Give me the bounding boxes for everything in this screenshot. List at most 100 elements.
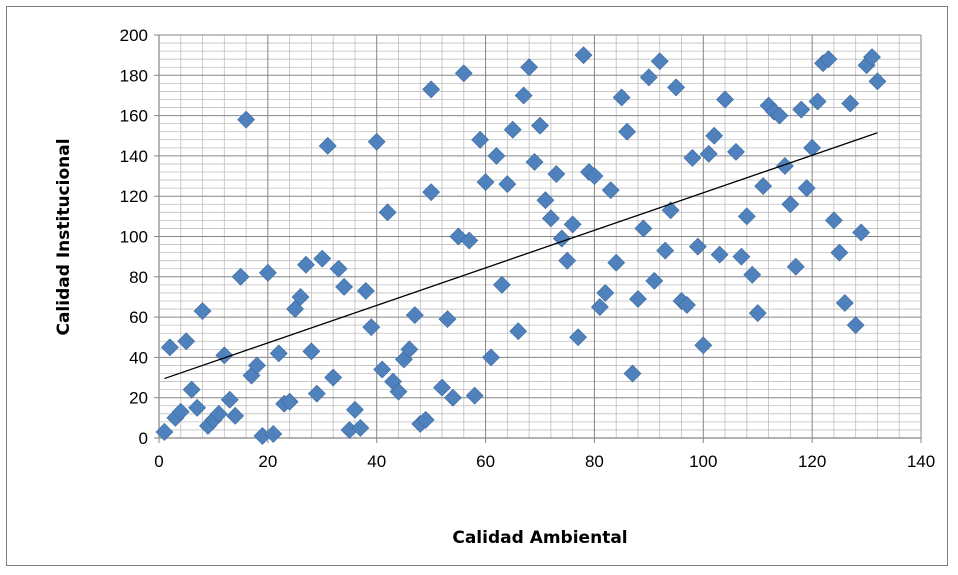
data-point (509, 322, 528, 341)
data-point (307, 384, 326, 403)
axes (154, 34, 922, 443)
data-point (487, 146, 506, 165)
data-point (803, 138, 822, 157)
trendline-group (164, 132, 878, 380)
data-point (220, 390, 239, 409)
y-tick-label: 160 (120, 107, 148, 126)
data-point (400, 340, 419, 359)
data-point (792, 100, 811, 119)
data-points (155, 46, 887, 445)
data-point (177, 332, 196, 351)
data-point (808, 92, 827, 111)
data-point (209, 404, 228, 423)
data-point (302, 342, 321, 361)
data-point (694, 336, 713, 355)
data-point (351, 419, 370, 437)
data-point (416, 410, 435, 429)
x-tick-label: 0 (154, 452, 163, 471)
data-point (618, 122, 637, 141)
data-point (650, 52, 669, 71)
trendline (164, 132, 878, 380)
data-point (476, 173, 495, 192)
data-point (770, 106, 789, 125)
y-tick-label: 20 (129, 389, 148, 408)
data-point (574, 46, 593, 65)
data-point (634, 219, 653, 238)
data-point (824, 211, 843, 230)
data-point (231, 267, 250, 286)
data-point (346, 400, 364, 419)
data-point (868, 72, 887, 91)
data-point (737, 207, 756, 226)
data-point (280, 392, 299, 411)
data-point (525, 153, 544, 171)
x-tick-label: 120 (798, 452, 826, 471)
data-point (291, 288, 310, 306)
data-point (498, 175, 517, 194)
data-point (639, 68, 658, 87)
data-point (248, 356, 266, 375)
data-point (536, 191, 555, 210)
data-point (601, 181, 620, 200)
data-point (318, 136, 337, 155)
data-point (710, 245, 729, 264)
y-tick-label: 40 (129, 348, 148, 367)
data-point (389, 382, 408, 401)
data-point (569, 328, 588, 347)
y-tick-label: 180 (120, 66, 148, 85)
data-point (182, 380, 201, 399)
data-point (237, 110, 256, 129)
data-point (563, 215, 582, 234)
data-point (160, 338, 179, 357)
data-point (362, 318, 381, 337)
y-tick-label: 120 (120, 187, 148, 206)
data-point (171, 402, 190, 421)
data-point (471, 130, 490, 149)
data-point (688, 237, 707, 256)
data-point (667, 78, 685, 97)
data-point (335, 277, 353, 296)
data-point (193, 302, 212, 320)
data-point (590, 298, 609, 316)
data-point (541, 209, 560, 228)
data-point (558, 251, 577, 270)
data-point (596, 283, 615, 302)
y-tick-label: 80 (129, 268, 148, 287)
x-tick-label: 140 (907, 452, 935, 471)
data-point (269, 344, 288, 363)
data-point (727, 142, 745, 161)
data-point (443, 388, 462, 407)
data-point (454, 64, 473, 83)
data-point (324, 368, 343, 387)
data-point (623, 364, 642, 383)
data-point (612, 88, 631, 107)
data-point (841, 94, 860, 113)
y-axis-title: Calidad Institucional (54, 138, 74, 335)
x-tick-labels: 0 20 40 60 80 100 120 140 (154, 452, 935, 471)
data-point (422, 183, 441, 202)
data-point (863, 48, 881, 67)
data-point (460, 231, 479, 250)
grid (158, 34, 922, 439)
data-point (422, 80, 441, 99)
data-point (743, 265, 762, 284)
data-point (373, 360, 392, 379)
data-point (716, 90, 734, 109)
data-point (465, 386, 484, 405)
y-tick-label: 60 (129, 308, 148, 327)
x-tick-label: 100 (689, 452, 717, 471)
data-point (378, 203, 397, 222)
data-point (297, 255, 315, 274)
data-point (226, 406, 245, 425)
data-point (786, 257, 805, 276)
data-point (656, 241, 675, 260)
data-point (329, 259, 348, 278)
y-tick-label: 140 (120, 147, 148, 166)
y-tick-label: 200 (120, 26, 148, 45)
data-point (835, 294, 854, 312)
data-point (258, 263, 277, 282)
data-point (438, 310, 457, 329)
data-point (188, 398, 207, 417)
data-point (852, 223, 871, 242)
